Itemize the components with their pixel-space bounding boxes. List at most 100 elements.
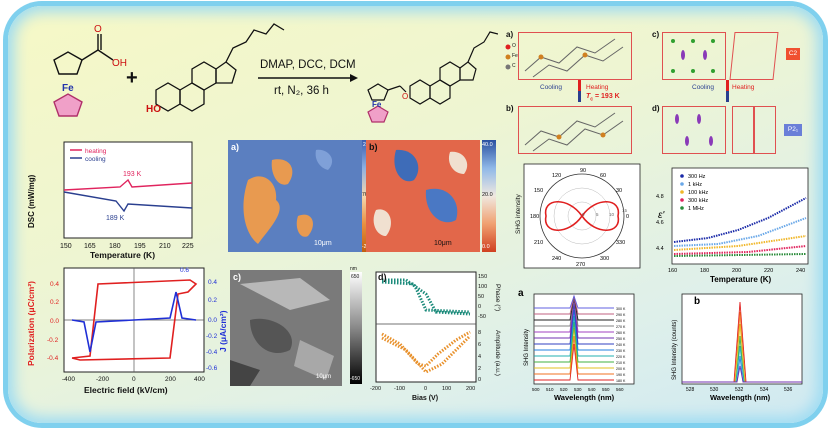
fe-label-2: Fe (372, 100, 382, 109)
polar-angle-240: 240 (552, 256, 561, 262)
polar-angle-60: 60 (600, 173, 606, 179)
pe-ylabel-right: J (μA/cm²) (218, 310, 228, 352)
polar-angle-330: 330 (616, 240, 625, 246)
pfm-phase-loop-b (381, 280, 471, 314)
crystal-cooling-1: Cooling (540, 84, 563, 91)
crystal-legend-c: C (512, 63, 516, 69)
pfm-c-colorbar: nm 650 -650 (350, 266, 362, 384)
shg-b-xtick-0: 528 (686, 387, 695, 393)
pfm-d-phase-tick-4: -50 (478, 314, 486, 320)
pfm-topography-image: c) 10μm (230, 270, 342, 386)
shg-a-xtick-6: 560 (616, 387, 624, 392)
dielectric-plot: 300 Hz 1 kHz 100 kHz 300 kHz 1 MHz 4.8 4… (656, 167, 809, 284)
crystal-a-label: a) (506, 30, 514, 39)
polar-ylabel: SHG intensity (515, 194, 522, 234)
shg-a-xtick-0: 500 (532, 387, 540, 392)
reaction-scheme: Fe OH O + HO DMAP, DCC, DCM rt, N₂, 36 h… (53, 23, 498, 123)
shg-a-label-11: 190 K (616, 373, 626, 377)
dsc-peak-cooling: 189 K (106, 215, 125, 222)
polar-outer-ring (539, 173, 625, 259)
shg-b-peaks (682, 301, 802, 383)
crystal-c-box (662, 32, 726, 80)
shg-a-xtick-5: 550 (602, 387, 610, 392)
crystal-arrow-2 (726, 80, 729, 102)
polar-r-0: 0 (582, 212, 585, 217)
dielectric-legend-4: 1 MHz (688, 206, 704, 212)
pfm-b-scale-top: 40.0 (482, 142, 493, 148)
dielectric-legend-0: 300 Hz (688, 174, 706, 180)
crystal-tc-value: = 193 K (593, 93, 620, 100)
ferrocene-carboxylic-acid (53, 34, 114, 117)
pfm-a-scalebar: 10μm (314, 240, 332, 247)
shg-a-xtick-4: 540 (588, 387, 596, 392)
pfm-d-phase-label: Phase (°) (494, 284, 502, 311)
shg-a-xtick-3: 530 (574, 387, 582, 392)
ho-label: HO (146, 104, 161, 115)
pfm-d-amp-tick-0: 8 (478, 330, 481, 336)
pe-ylabel-left: Polarization (μC/cm²) (26, 281, 36, 366)
conditions-text: rt, N₂, 36 h (274, 85, 329, 97)
shg-b-xtick-1: 530 (710, 387, 719, 393)
polar-r-15: 15 (622, 208, 628, 213)
dielectric-ytick-0: 4.8 (656, 194, 664, 200)
dsc-xtick-4: 210 (159, 243, 171, 250)
pfm-b-scale-bot: 0.0 (482, 244, 490, 250)
shg-a-panel-label: a (518, 288, 524, 299)
shg-a-axes (533, 293, 635, 385)
pfm-c-scale-top: 650 (351, 274, 360, 280)
pfm-d-amp-tick-1: 6 (478, 342, 481, 348)
polar-inner-ring (567, 201, 597, 231)
shg-b-xlabel: Wavelength (nm) (710, 393, 771, 402)
dsc-legend-heating: heating (85, 148, 107, 155)
polar-angle-90: 90 (580, 168, 586, 174)
pfm-d-phase-tick-1: 100 (478, 284, 487, 290)
dielectric-xtick-1: 180 (700, 268, 709, 274)
crystal-b-box (518, 106, 632, 154)
pfm-phase-loop-a (382, 278, 471, 316)
shg-a-label-5: 250 K (616, 337, 626, 341)
crystal-d-label: d) (652, 104, 660, 113)
dielectric-ytick-1: 4.6 (656, 220, 664, 226)
pe-xtick-4: 400 (194, 376, 205, 383)
pe-xtick-2: 0 (132, 376, 136, 383)
polar-angle-150: 150 (534, 188, 543, 194)
dielectric-legend-1: 1 kHz (688, 182, 702, 188)
crystal-tc: Tc = 193 K (586, 93, 620, 102)
crystal-structures: a) b) O Fe C Cooling Heating Tc = 193 K … (504, 26, 810, 156)
pfm-d-amp-tick-3: 2 (478, 366, 481, 372)
shg-a-label-6: 240 K (616, 343, 626, 347)
pfm-hysteresis-plot: d) 150 100 50 0 -50 8 6 4 2 0 Phase (°) … (370, 271, 502, 402)
crystal-d-molecules (675, 114, 713, 146)
shg-b-xtick-3: 534 (760, 387, 769, 393)
shg-a-ylabel: SHG Intensity (524, 329, 530, 366)
pfm-b-colorbar: 40.0 20.0 0.0 (482, 140, 496, 252)
pfm-d-phase-tick-3: 0 (478, 304, 481, 310)
polar-angle-120: 120 (552, 173, 561, 179)
dielectric-xtick-4: 240 (796, 268, 805, 274)
fe-label-1: Fe (62, 83, 74, 94)
crystal-tc-subscript: c (590, 96, 594, 103)
dsc-legend-cooling: cooling (85, 156, 106, 163)
polar-angle-270: 270 (576, 262, 585, 268)
shg-a-xlabel: Wavelength (nm) (554, 393, 615, 402)
pfm-phase-texture (228, 140, 362, 252)
pe-ltick-3: -0.2 (47, 337, 59, 344)
crystal-tc-symbol: T (586, 93, 591, 100)
shg-a-label-0: 300 K (616, 307, 626, 311)
crystal-heating-2: Heating (732, 84, 755, 91)
pfm-b-scale-mid: 20.0 (482, 192, 493, 198)
pfm-b-scalebar: 10μm (434, 240, 452, 247)
reaction-arrowhead (350, 74, 358, 82)
pfm-amplitude-image: b) 10μm (366, 140, 480, 252)
pfm-d-xtick-0: -200 (370, 386, 381, 392)
pfm-d-amp-tick-4: 0 (478, 377, 481, 383)
pfm-d-label: d) (378, 272, 387, 282)
pfm-d-xtick-2: 0 (424, 386, 427, 392)
shg-a-label-1: 290 K (616, 313, 626, 317)
dielectric-xtick-2: 200 (732, 268, 741, 274)
dsc-axes (63, 141, 193, 239)
product-ester (367, 31, 498, 123)
shg-polar-plot: 90 60 30 0 330 300 270 240 210 180 150 1… (515, 163, 641, 269)
dielectric-ylabel: ε' (658, 210, 665, 221)
dsc-cooling-curve (63, 191, 193, 213)
